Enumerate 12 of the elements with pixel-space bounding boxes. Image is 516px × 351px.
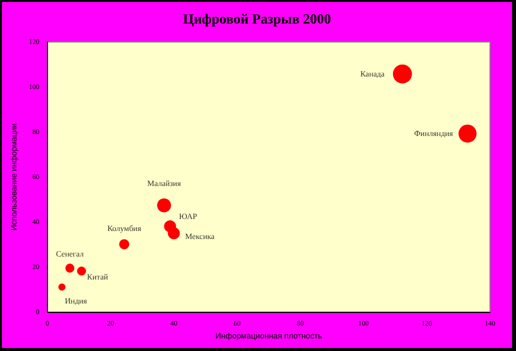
- annotation: Канада: [360, 69, 385, 78]
- annotation: Финляндия: [414, 129, 454, 138]
- annotation: Мексика: [185, 232, 215, 241]
- annotation: Китай: [87, 272, 109, 282]
- x-axis-title: Информационная плотность: [215, 332, 322, 340]
- annotation: Индия: [64, 296, 88, 306]
- y-axis-title: Использование информации: [10, 123, 18, 231]
- annotation: ЮАР: [178, 212, 198, 221]
- annotation: Колумбия: [107, 224, 142, 233]
- annotation: Малайзия: [147, 178, 182, 188]
- annotation: Сенегал: [56, 250, 84, 259]
- chart-title: Цифровой Разрыв 2000: [182, 12, 332, 28]
